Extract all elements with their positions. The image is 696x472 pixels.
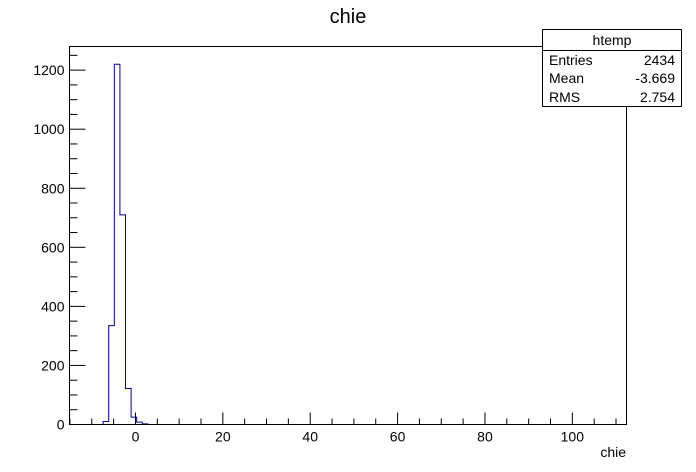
- histogram-bar: [109, 326, 115, 425]
- stats-label-rms: RMS: [549, 89, 580, 105]
- stats-value-rms: 2.754: [640, 89, 675, 105]
- stats-label-mean: Mean: [549, 70, 584, 86]
- y-axis: 0 200 400 600 800 1000 1200: [33, 54, 86, 433]
- x-tick-label: 100: [561, 429, 585, 445]
- y-tick-label: 800: [41, 180, 65, 196]
- y-tick-label: 400: [41, 298, 65, 314]
- plot-frame: [69, 46, 627, 425]
- x-tick-label: 20: [215, 429, 231, 445]
- stats-value-mean: -3.669: [635, 70, 675, 86]
- histogram-bar: [114, 64, 120, 424]
- x-tick-label: 0: [132, 429, 140, 445]
- y-tick-label: 1000: [33, 121, 64, 137]
- stats-box-frame: [542, 29, 682, 107]
- histogram-bar: [126, 388, 132, 424]
- chart-title: chie: [330, 6, 367, 28]
- x-axis-label: chie: [600, 444, 626, 460]
- histogram-outline: [102, 63, 149, 425]
- y-tick-label: 1200: [33, 62, 64, 78]
- x-tick-label: 40: [302, 429, 318, 445]
- stats-title: htemp: [593, 32, 632, 48]
- y-tick-label: 600: [41, 239, 65, 255]
- x-tick-label: 80: [477, 429, 493, 445]
- stats-value-entries: 2434: [644, 52, 675, 68]
- y-tick-label: 200: [41, 357, 65, 373]
- x-axis: 0 20 40 60 80 100: [69, 412, 617, 445]
- y-tick-label: 0: [57, 417, 65, 433]
- x-tick-label: 60: [390, 429, 406, 445]
- stats-box: htemp Entries 2434 Mean -3.669 RMS 2.754: [542, 29, 682, 107]
- histogram-bar: [120, 215, 126, 425]
- stats-label-entries: Entries: [549, 52, 593, 68]
